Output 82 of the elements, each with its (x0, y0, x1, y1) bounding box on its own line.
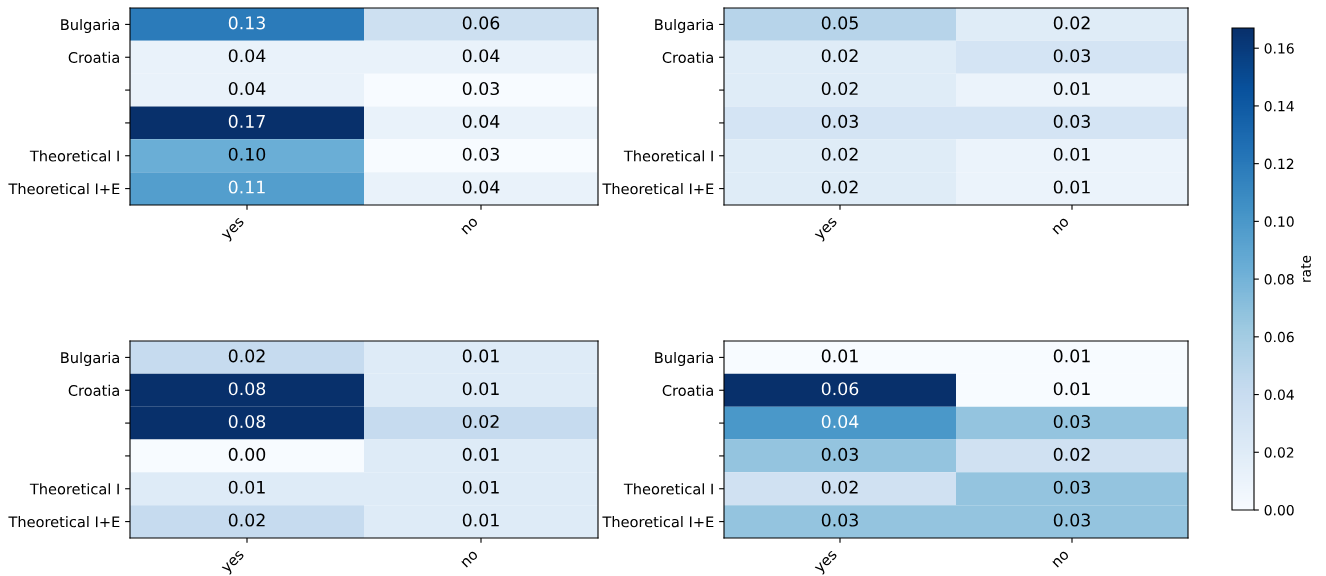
color-bar-label: 0.10 (1264, 216, 1294, 227)
y-tick-label: Croatia (662, 384, 713, 396)
data-label: 0.04 (821, 414, 859, 429)
data-label: 0.02 (228, 349, 265, 363)
data-label: 0.08 (228, 382, 266, 396)
color-bar-label: 0.12 (1264, 158, 1294, 170)
color-bar-label: 0.02 (1264, 447, 1294, 458)
y-tick-label: Theoretical I (29, 150, 119, 162)
y-tick-label: Theoretical I (29, 483, 119, 495)
y-tick-label: Bulgaria (655, 351, 713, 366)
y-tick-label: Bulgaria (61, 351, 119, 366)
x-tick-label: yes (221, 217, 247, 243)
data-label: 0.00 (228, 447, 266, 461)
data-label: 0.01 (462, 447, 499, 461)
y-tick-label: Theoretical I+E (602, 516, 714, 528)
y-tick-label: Croatia (68, 51, 119, 63)
data-label: 0.17 (228, 114, 265, 128)
x-tick-label: yes (221, 550, 247, 576)
data-label: 0.11 (228, 180, 265, 194)
data-label: 0.04 (228, 49, 266, 63)
y-tick-label: Theoretical I+E (602, 183, 714, 195)
y-tick-label: Theoretical I+E (8, 516, 120, 528)
data-label: 0.10 (228, 147, 266, 161)
data-label: 0.03 (1053, 114, 1090, 128)
data-label: 0.02 (821, 180, 858, 194)
x-tick-label: no (1052, 550, 1070, 568)
color-bar-label: 0.08 (1264, 274, 1294, 285)
data-label: 0.13 (228, 16, 265, 30)
data-label: 0.03 (1053, 513, 1090, 527)
data-label: 0.02 (821, 81, 858, 96)
x-tick-label: no (1052, 217, 1070, 235)
x-tick-label: no (461, 217, 479, 235)
data-label: 0.01 (1053, 349, 1090, 363)
data-label: 0.01 (228, 480, 265, 494)
data-label: 0.03 (1053, 480, 1090, 494)
color-bar-title: rate (1301, 255, 1311, 282)
y-tick-label: Theoretical I+E (8, 183, 120, 195)
data-label: 0.03 (1053, 49, 1090, 63)
data-label: 0.01 (462, 480, 499, 494)
data-label: 0.01 (1053, 180, 1090, 194)
data-label: 0.03 (821, 447, 858, 461)
data-label: 0.01 (1053, 147, 1090, 161)
data-label: 0.06 (821, 382, 859, 396)
x-tick-label: no (461, 550, 479, 568)
data-label: 0.02 (1053, 447, 1090, 461)
data-label: 0.01 (462, 382, 499, 396)
data-label: 0.01 (462, 349, 499, 363)
data-label: 0.02 (228, 513, 265, 527)
color-bar-label: 0.00 (1264, 504, 1294, 516)
y-tick-label: Theoretical I (623, 483, 713, 495)
data-label: 0.01 (821, 349, 858, 363)
y-tick-label: Croatia (662, 51, 713, 63)
data-label: 0.04 (462, 49, 500, 63)
data-label: 0.02 (821, 147, 858, 161)
data-label: 0.02 (462, 414, 499, 429)
color-bar-label: 0.04 (1264, 389, 1294, 401)
data-label: 0.04 (462, 180, 500, 194)
data-label: 0.03 (821, 513, 858, 527)
data-label: 0.02 (821, 480, 858, 494)
x-tick-label: yes (814, 217, 840, 243)
y-tick-label: Bulgaria (655, 18, 713, 33)
data-label: 0.06 (462, 16, 500, 30)
data-label: 0.01 (1053, 81, 1090, 96)
color-bar-label: 0.14 (1264, 100, 1294, 112)
data-label: 0.08 (228, 414, 266, 429)
data-label: 0.03 (462, 147, 499, 161)
data-label: 0.04 (462, 114, 500, 128)
color-bar-label: 0.16 (1264, 43, 1294, 54)
data-label: 0.05 (821, 16, 858, 30)
y-tick-label: Theoretical I (623, 150, 713, 162)
data-label: 0.03 (462, 81, 499, 96)
data-label: 0.03 (821, 114, 858, 128)
data-label: 0.04 (228, 81, 266, 96)
y-tick-label: Bulgaria (61, 18, 119, 33)
color-bar-label: 0.06 (1264, 331, 1294, 343)
data-label: 0.01 (1053, 382, 1090, 396)
y-tick-label: Croatia (68, 384, 119, 396)
data-label: 0.02 (821, 49, 858, 63)
x-tick-label: yes (814, 550, 840, 576)
data-label: 0.02 (1053, 16, 1090, 30)
data-label: 0.03 (1053, 414, 1090, 429)
data-label: 0.01 (462, 513, 499, 527)
